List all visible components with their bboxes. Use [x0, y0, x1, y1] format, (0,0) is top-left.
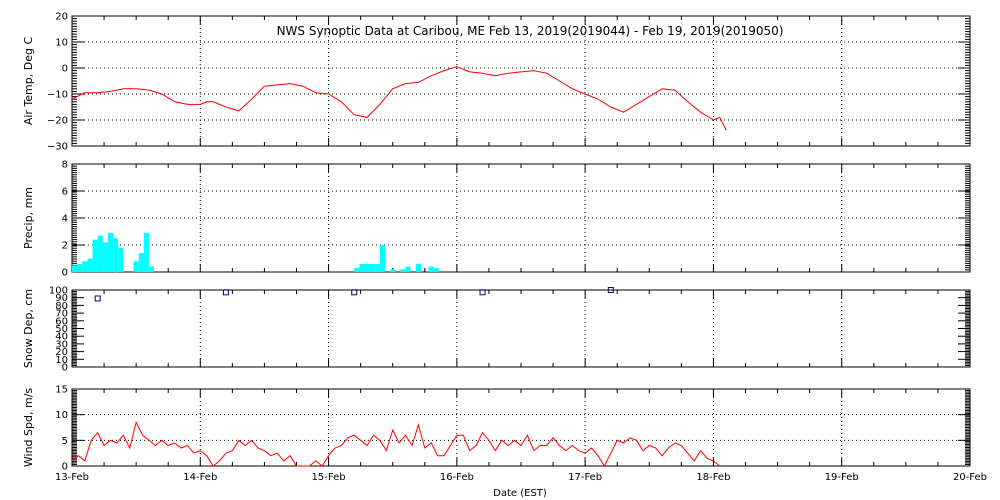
precip-bar: [82, 261, 88, 272]
precip-bar: [405, 266, 411, 272]
y-tick-label: 10: [55, 38, 68, 49]
snow-depth-point: [222, 289, 229, 296]
y-tick-label: 0: [62, 268, 68, 279]
precip-bar: [77, 263, 83, 272]
y-tick-label: 40: [55, 332, 68, 343]
y-tick-label: 5: [62, 436, 68, 447]
panel-frame: [71, 289, 971, 368]
y-tick-label: 4: [62, 214, 68, 225]
y-tick-label: 70: [55, 309, 68, 320]
x-tick-label: 13-Feb: [55, 472, 89, 483]
y-tick-label: 15: [55, 385, 68, 396]
y-tick-label: 50: [55, 324, 68, 335]
precip-bar: [92, 239, 98, 272]
y-tick-label: 10: [55, 355, 68, 366]
panel-frame: [71, 163, 971, 273]
snow-depth-point: [479, 289, 486, 296]
wind-speed-ylabel: Wind Spd, m/s: [22, 388, 35, 468]
precip-bar: [138, 253, 144, 272]
precip-bar: [379, 245, 385, 272]
y-tick-label: 100: [49, 286, 68, 297]
precip-bar: [433, 267, 439, 272]
precip-bar: [369, 263, 375, 272]
y-tick-label: 0: [62, 363, 68, 374]
precip-bar: [354, 267, 360, 272]
precip-bar: [72, 265, 78, 273]
precip-bar: [400, 269, 406, 272]
y-tick-label: 8: [62, 160, 68, 171]
precip-bar: [118, 247, 124, 272]
y-tick-label: −10: [47, 90, 68, 101]
precip-panel: 0 2 4 6 8 Precip, mm: [22, 160, 971, 279]
precip-bar: [87, 258, 93, 272]
y-tick-label: 0: [62, 462, 68, 473]
precip-bar: [107, 232, 113, 272]
wind-speed-panel: 0 5 10 15 Wind Spd, m/s 13-Feb 14-Feb 15-Feb 16-…: [22, 385, 987, 484]
y-tick-label: −20: [47, 116, 68, 127]
precip-bar: [390, 269, 396, 272]
panel-frame: [71, 15, 971, 147]
snow-depth-point: [351, 289, 358, 296]
air-temp-panel: −30 −20 −10 0 10 20 Air Temp, Deg C: [22, 12, 971, 153]
precip-bar: [428, 266, 434, 272]
y-tick-label: 2: [62, 241, 68, 252]
precip-bar: [359, 263, 365, 272]
y-tick-label: 20: [55, 347, 68, 358]
precip-bar: [133, 261, 139, 272]
y-tick-label: −30: [47, 142, 68, 153]
chart-title: NWS Synoptic Data at Caribou, ME Feb 13,…: [277, 24, 784, 38]
precip-bar: [415, 263, 421, 272]
y-tick-label: 80: [55, 301, 68, 312]
snow-depth-ylabel: Snow Dep, cm: [22, 289, 35, 368]
snow-depth-point: [607, 287, 614, 293]
x-tick-label: 16-Feb: [440, 472, 474, 483]
precip-ylabel: Precip, mm: [22, 187, 35, 249]
panel-frame: [71, 388, 971, 467]
x-tick-label: 17-Feb: [568, 472, 602, 483]
x-tick-label: 15-Feb: [312, 472, 346, 483]
y-tick-label: 90: [55, 293, 68, 304]
y-tick-label: 60: [55, 316, 68, 327]
x-tick-label: 14-Feb: [183, 472, 217, 483]
x-tick-label: 20-Feb: [953, 472, 987, 483]
y-tick-label: 6: [62, 187, 68, 198]
x-tick-label: 19-Feb: [825, 472, 859, 483]
y-tick-label: 30: [55, 339, 68, 350]
precip-bar: [374, 263, 380, 272]
y-tick-label: 10: [55, 410, 68, 421]
air-temp-ylabel: Air Temp, Deg C: [22, 37, 35, 126]
precip-bar: [143, 232, 149, 272]
wind-speed-series-line: [71, 420, 721, 468]
x-axis-label: Date (EST): [493, 488, 547, 499]
y-tick-label: 20: [55, 12, 68, 23]
precip-bar: [102, 242, 108, 272]
precip-bar: [364, 263, 370, 272]
snow-depth-point: [94, 295, 101, 302]
air-temp-series-line: [71, 66, 727, 131]
precip-bar: [113, 238, 119, 273]
x-tick-label: 18-Feb: [696, 472, 730, 483]
precip-bar: [149, 266, 155, 272]
y-tick-label: 0: [62, 64, 68, 75]
precip-bar: [97, 235, 103, 272]
